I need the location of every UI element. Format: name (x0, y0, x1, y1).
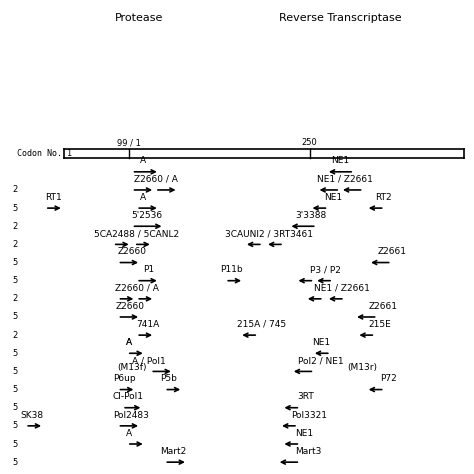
Text: Protease: Protease (114, 13, 163, 23)
Text: 5: 5 (12, 458, 18, 466)
Text: 741A: 741A (137, 320, 160, 329)
Text: 99 / 1: 99 / 1 (118, 138, 141, 147)
Text: 2: 2 (12, 331, 18, 340)
Text: P6up: P6up (113, 374, 136, 383)
Text: Pol2483: Pol2483 (113, 410, 149, 419)
Text: 3CAUNI2 / 3RT3461: 3CAUNI2 / 3RT3461 (225, 229, 313, 238)
Text: A: A (126, 338, 132, 347)
Text: 2: 2 (12, 294, 18, 303)
Text: 5: 5 (12, 312, 18, 321)
Text: P72: P72 (380, 374, 397, 383)
Text: (M13f): (M13f) (118, 363, 147, 372)
Text: A: A (126, 338, 132, 347)
Text: 5CA2488 / 5CANL2: 5CA2488 / 5CANL2 (94, 229, 179, 238)
Text: 5: 5 (12, 385, 18, 394)
Text: Z2660 / A: Z2660 / A (134, 174, 178, 183)
Text: NE1: NE1 (312, 338, 331, 347)
Text: NE1: NE1 (296, 428, 314, 438)
Text: Z2660 / A: Z2660 / A (115, 283, 159, 292)
Text: SK38: SK38 (20, 410, 44, 419)
Text: 215E: 215E (368, 320, 391, 329)
Text: 5: 5 (12, 403, 18, 412)
Text: 2: 2 (12, 222, 18, 231)
Text: Mart2: Mart2 (160, 447, 186, 456)
Text: Z2660: Z2660 (118, 247, 146, 256)
Text: 5: 5 (12, 276, 18, 285)
Text: 250: 250 (302, 138, 318, 147)
Text: Z2661: Z2661 (377, 247, 407, 256)
Text: Reverse Transcriptase: Reverse Transcriptase (279, 13, 401, 23)
Text: CI-Pol1: CI-Pol1 (113, 392, 144, 401)
Text: A: A (126, 428, 132, 438)
Text: Z2660: Z2660 (115, 301, 144, 310)
Text: NE1 / Z2661: NE1 / Z2661 (317, 174, 373, 183)
Text: Codon No. 1: Codon No. 1 (17, 149, 72, 158)
Text: 2: 2 (12, 240, 18, 249)
Text: P5b: P5b (160, 374, 177, 383)
Text: NE1 / Z2661: NE1 / Z2661 (314, 283, 370, 292)
Text: NE1: NE1 (324, 193, 342, 202)
Text: 5: 5 (12, 367, 18, 376)
Text: NE1: NE1 (331, 156, 349, 165)
Text: A / Pol1: A / Pol1 (132, 356, 165, 365)
Text: RT2: RT2 (375, 193, 392, 202)
Text: Mart3: Mart3 (296, 447, 322, 456)
Text: 215A / 745: 215A / 745 (237, 320, 286, 329)
Text: A: A (140, 193, 146, 202)
Text: 5: 5 (12, 204, 18, 213)
Text: RT1: RT1 (45, 193, 62, 202)
Text: Pol3321: Pol3321 (291, 410, 327, 419)
Text: 3RT: 3RT (297, 392, 314, 401)
Text: (M13r): (M13r) (347, 363, 377, 372)
Text: Z2661: Z2661 (368, 301, 397, 310)
Text: 5'2536: 5'2536 (132, 211, 163, 220)
Text: P1: P1 (143, 265, 155, 274)
Text: 5: 5 (12, 421, 18, 430)
Text: 5: 5 (12, 349, 18, 358)
Text: 5: 5 (12, 439, 18, 448)
Text: P3 / P2: P3 / P2 (310, 265, 340, 274)
Text: Pol2 / NE1: Pol2 / NE1 (298, 356, 344, 365)
Text: 2: 2 (12, 185, 18, 194)
Text: P11b: P11b (220, 265, 243, 274)
Text: 5: 5 (12, 258, 18, 267)
Text: 3'3388: 3'3388 (296, 211, 327, 220)
Text: A: A (140, 156, 146, 165)
